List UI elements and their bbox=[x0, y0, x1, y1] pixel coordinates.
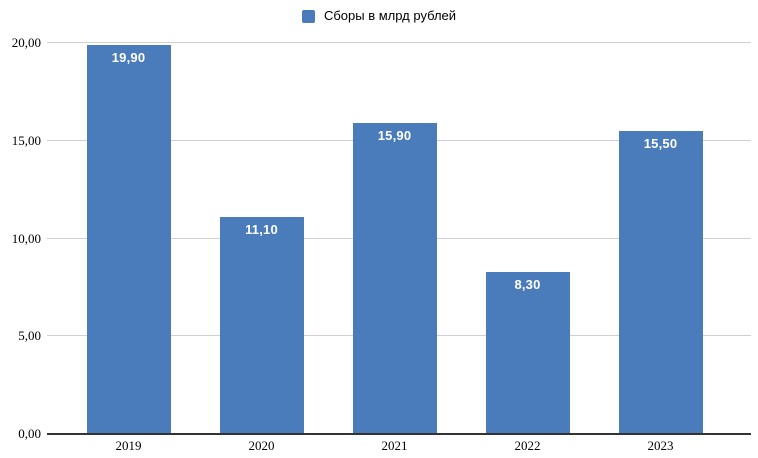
bar-2020: 11,10 bbox=[219, 217, 304, 434]
bars-container: 19,90 11,10 15,90 8,30 15,50 bbox=[62, 43, 727, 434]
x-label-2020: 2020 bbox=[248, 438, 275, 453]
bar-value-label: 19,90 bbox=[111, 49, 146, 65]
bar-2021: 15,90 bbox=[352, 123, 437, 434]
bar-band: 15,50 bbox=[594, 43, 727, 434]
x-label-2021: 2021 bbox=[381, 438, 408, 453]
y-axis: 0,00 5,00 10,00 15,00 20,00 bbox=[0, 35, 41, 441]
y-tick-label: 20,00 bbox=[11, 35, 41, 50]
x-axis-labels: 2019 2020 2021 2022 2023 bbox=[62, 438, 727, 454]
bar-value-label: 15,90 bbox=[377, 128, 412, 144]
x-label-2023: 2023 bbox=[647, 438, 674, 453]
bar-value-label: 11,10 bbox=[245, 222, 278, 237]
gridline bbox=[47, 42, 751, 43]
bar-band: 8,30 bbox=[461, 43, 594, 434]
y-tick-label: 15,00 bbox=[11, 132, 41, 148]
bar-2019: 19,90 bbox=[86, 44, 171, 434]
bar-value-label: 15,50 bbox=[643, 135, 678, 151]
x-axis-line bbox=[47, 433, 751, 435]
legend-color-swatch bbox=[301, 9, 315, 23]
y-tick-label: 5,00 bbox=[18, 328, 41, 344]
x-label-2022: 2022 bbox=[514, 438, 541, 453]
x-label-2019: 2019 bbox=[115, 438, 142, 453]
bar-2023: 15,50 bbox=[618, 130, 703, 434]
legend-label: Сборы в млрд рублей bbox=[323, 8, 457, 23]
bar-band: 19,90 bbox=[62, 43, 195, 434]
y-tick-label: 10,00 bbox=[11, 230, 41, 246]
chart-legend: Сборы в млрд рублей bbox=[0, 6, 758, 26]
bar-band: 11,10 bbox=[195, 43, 328, 434]
bar-2022: 8,30 bbox=[485, 271, 570, 434]
y-tick-label: 0,00 bbox=[18, 426, 41, 441]
bar-band: 15,90 bbox=[328, 43, 461, 434]
plot-area: 19,90 11,10 15,90 8,30 15,50 bbox=[47, 42, 751, 435]
bar-value-label: 8,30 bbox=[514, 276, 541, 292]
